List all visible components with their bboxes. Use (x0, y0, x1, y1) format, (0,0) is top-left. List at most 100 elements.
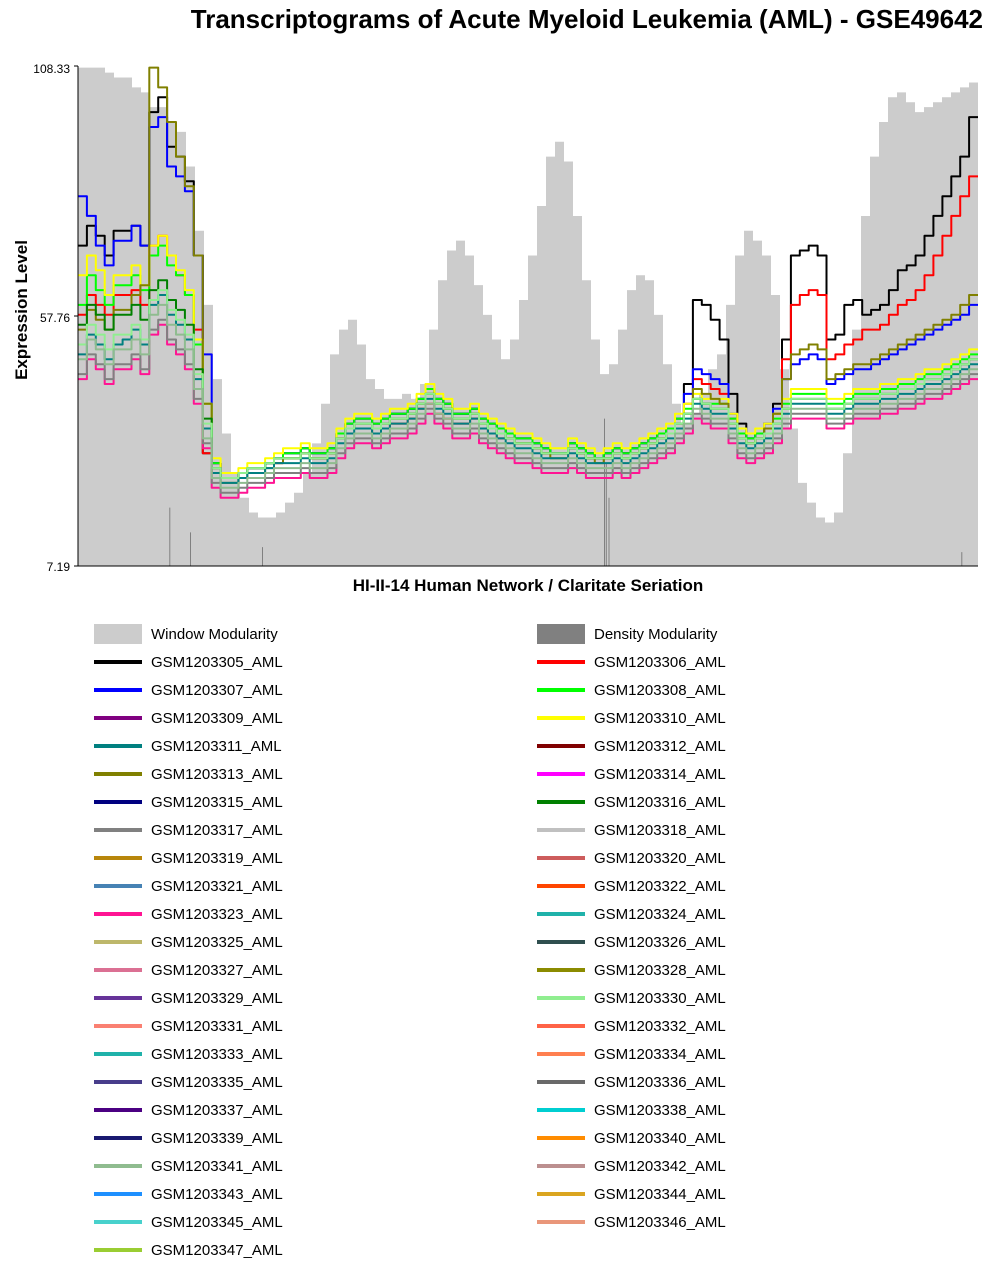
legend: Window Modularity Density Modularity GSM12… (0, 620, 989, 1270)
legend-swatch (537, 624, 585, 644)
legend-label: GSM1203325_AML (151, 934, 283, 951)
legend-label: GSM1203306_AML (594, 654, 726, 671)
y-axis-label: Expression Level (12, 240, 31, 380)
legend-label: GSM1203334_AML (594, 1046, 726, 1063)
legend-swatch (94, 744, 142, 748)
legend-label: GSM1203331_AML (151, 1018, 283, 1035)
legend-swatch (537, 1136, 585, 1140)
legend-swatch (537, 1192, 585, 1196)
legend-swatch (537, 856, 585, 860)
legend-swatch (537, 1220, 585, 1224)
legend-label: GSM1203332_AML (594, 1018, 726, 1035)
legend-swatch (94, 1108, 142, 1112)
legend-label: GSM1203330_AML (594, 990, 726, 1007)
legend-swatch (94, 968, 142, 972)
legend-label: GSM1203339_AML (151, 1130, 283, 1147)
legend-swatch (537, 716, 585, 720)
legend-swatch (94, 912, 142, 916)
legend-swatch (94, 1220, 142, 1224)
legend-label: GSM1203322_AML (594, 878, 726, 895)
legend-swatch (537, 1052, 585, 1056)
window-modularity-layer (78, 67, 978, 566)
legend-swatch (537, 660, 585, 664)
legend-swatch (537, 1024, 585, 1028)
legend-swatch (94, 800, 142, 804)
legend-label: GSM1203342_AML (594, 1158, 726, 1175)
legend-swatch (537, 800, 585, 804)
series-line-GSM1203341_AML (78, 303, 978, 489)
plot-area (74, 65, 978, 567)
legend-swatch (94, 688, 142, 692)
legend-swatch (537, 744, 585, 748)
legend-label: GSM1203317_AML (151, 822, 283, 839)
legend-swatch (94, 1136, 142, 1140)
legend-label: GSM1203324_AML (594, 906, 726, 923)
legend-swatch (94, 1052, 142, 1056)
legend-label: GSM1203307_AML (151, 682, 283, 699)
legend-swatch (94, 996, 142, 1000)
legend-label: GSM1203326_AML (594, 934, 726, 951)
chart-title: Transcriptograms of Acute Myeloid Leukem… (190, 4, 983, 34)
y-tick-label-bottom: 7.19 (46, 560, 70, 574)
legend-label: GSM1203316_AML (594, 794, 726, 811)
series-line-GSM1203317_AML (78, 318, 978, 494)
legend-swatch (537, 688, 585, 692)
legend-label: GSM1203344_AML (594, 1186, 726, 1203)
legend-label: GSM1203336_AML (594, 1074, 726, 1091)
legend-label: GSM1203320_AML (594, 850, 726, 867)
legend-label: GSM1203305_AML (151, 654, 283, 671)
legend-swatch (94, 856, 142, 860)
legend-swatch (537, 1164, 585, 1168)
legend-swatch (94, 940, 142, 944)
legend-label: GSM1203321_AML (151, 878, 283, 895)
legend-swatch (537, 940, 585, 944)
legend-label: GSM1203337_AML (151, 1102, 283, 1119)
legend-swatch (94, 1080, 142, 1084)
legend-label: GSM1203328_AML (594, 962, 726, 979)
y-tick-label-top: 108.33 (33, 62, 70, 76)
legend-label: GSM1203345_AML (151, 1214, 283, 1231)
legend-label: GSM1203327_AML (151, 962, 283, 979)
legend-swatch (537, 968, 585, 972)
series-line-GSM1203330_AML (78, 289, 978, 479)
window-modularity-area (78, 67, 978, 566)
legend-swatch (537, 884, 585, 888)
x-axis-label: HI-II-14 Human Network / Claritate Seria… (352, 576, 704, 595)
legend-swatch (537, 1108, 585, 1112)
legend-swatch (537, 1080, 585, 1084)
legend-label: GSM1203310_AML (594, 710, 726, 727)
legend-swatch (94, 1164, 142, 1168)
legend-swatch (94, 1024, 142, 1028)
legend-label: GSM1203341_AML (151, 1158, 283, 1175)
legend-label: Window Modularity (151, 626, 278, 643)
legend-swatch (94, 624, 142, 644)
y-tick-label-mid: 57.76 (39, 311, 70, 325)
legend-label: GSM1203318_AML (594, 822, 726, 839)
legend-label: GSM1203319_AML (151, 850, 283, 867)
legend-label: GSM1203343_AML (151, 1186, 283, 1203)
legend-swatch (94, 884, 142, 888)
legend-label: GSM1203311_AML (151, 738, 282, 755)
series-layer (78, 66, 978, 499)
legend-label: GSM1203338_AML (594, 1102, 726, 1119)
legend-swatch (537, 772, 585, 776)
legend-label: GSM1203309_AML (151, 710, 283, 727)
legend-label: GSM1203314_AML (594, 766, 726, 783)
legend-swatch (94, 1192, 142, 1196)
legend-swatch (94, 660, 142, 664)
legend-label: GSM1203335_AML (151, 1074, 283, 1091)
legend-label: GSM1203313_AML (151, 766, 283, 783)
legend-label: Density Modularity (594, 626, 718, 643)
legend-swatch (537, 828, 585, 832)
legend-swatch (94, 828, 142, 832)
legend-label: GSM1203315_AML (151, 794, 283, 811)
legend-label: GSM1203346_AML (594, 1214, 726, 1231)
legend-label: GSM1203312_AML (594, 738, 726, 755)
legend-label: GSM1203329_AML (151, 990, 283, 1007)
legend-label: GSM1203347_AML (151, 1242, 283, 1259)
series-line-GSM1203310_AML (78, 234, 978, 474)
legend-swatch (94, 1248, 142, 1252)
legend-swatch (537, 996, 585, 1000)
axes-layer (74, 65, 978, 567)
legend-label: GSM1203333_AML (151, 1046, 283, 1063)
